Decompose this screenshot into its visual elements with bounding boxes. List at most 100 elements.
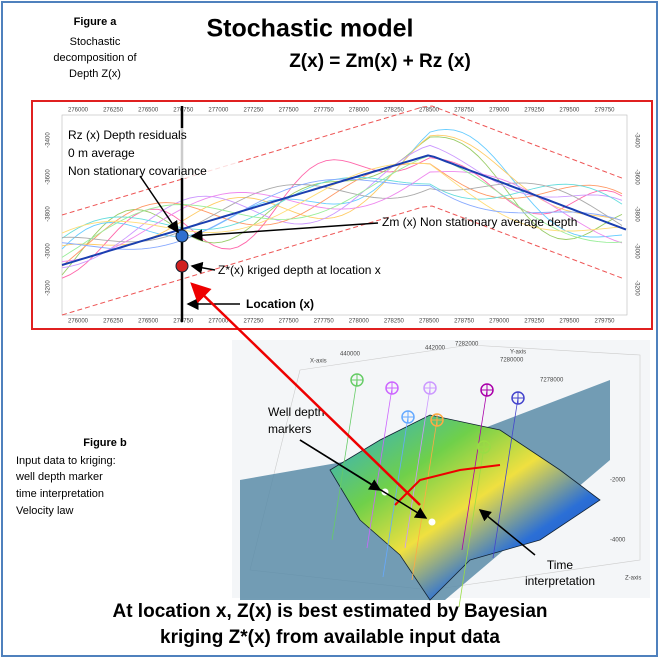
tick-label: 7282000 bbox=[455, 342, 479, 348]
figure-label: Figure a bbox=[74, 16, 118, 28]
x-axis-label: 278000 bbox=[349, 319, 370, 325]
well bbox=[461, 389, 488, 551]
scene: X-axis Y-axis Z-axis 440000 442000 72820… bbox=[232, 340, 650, 608]
footer: kriging Z*(x) from available input data bbox=[160, 627, 500, 648]
realization bbox=[61, 162, 623, 267]
x-axis-label: 276000 bbox=[68, 108, 89, 114]
envelope bbox=[61, 205, 623, 316]
note: 0 m average bbox=[68, 146, 135, 160]
tick-label: 440000 bbox=[340, 352, 361, 358]
envelope bbox=[61, 105, 623, 216]
x-axis-label: 277000 bbox=[208, 319, 229, 325]
y-axis-label: -3800 bbox=[46, 206, 52, 222]
label: Z*(x) kriged depth at location x bbox=[218, 263, 381, 277]
caption: well depth marker bbox=[15, 471, 103, 483]
label: Zm (x) Non stationary average depth bbox=[382, 215, 577, 229]
y-axis-label: -3400 bbox=[46, 132, 52, 148]
x-axis-label: 276250 bbox=[103, 108, 124, 114]
axis-title: Z-axis bbox=[625, 576, 641, 582]
x-axis-label: 279750 bbox=[594, 108, 615, 114]
realizations bbox=[61, 105, 627, 316]
x-axis-label: 278750 bbox=[454, 319, 475, 325]
caption: time interpretation bbox=[16, 488, 104, 500]
x-axis-label: 276750 bbox=[173, 108, 194, 114]
average-point bbox=[175, 229, 189, 243]
y-axis-label: -3800 bbox=[633, 206, 639, 222]
x-axis-label: 279250 bbox=[524, 319, 545, 325]
realization bbox=[61, 171, 623, 263]
realization bbox=[61, 157, 623, 279]
x-axis-label: 277500 bbox=[279, 108, 300, 114]
x-axis-label: 276500 bbox=[138, 319, 159, 325]
realization bbox=[61, 176, 623, 239]
y-axis-label: -3600 bbox=[46, 169, 52, 185]
x-axis-label: 278500 bbox=[419, 108, 440, 114]
well bbox=[366, 387, 393, 549]
x-axis-label: 279250 bbox=[524, 108, 545, 114]
x-axis-label: 277750 bbox=[314, 319, 335, 325]
equation: Z(x) = Zm(x) + Rz (x) bbox=[289, 51, 471, 72]
x-axis-label: 278000 bbox=[349, 108, 370, 114]
label: Well depth bbox=[268, 405, 324, 419]
mean-depth bbox=[61, 154, 627, 266]
x-axis-label: 278250 bbox=[384, 319, 405, 325]
x-axis-label: 277250 bbox=[243, 319, 264, 325]
caption: decomposition of bbox=[53, 52, 137, 64]
caption: Velocity law bbox=[16, 505, 74, 517]
depth-surface bbox=[329, 414, 601, 601]
arrow bbox=[139, 175, 179, 234]
x-axis-label: 277000 bbox=[208, 108, 229, 114]
arrow bbox=[190, 222, 379, 242]
x-axis-label: 277250 bbox=[243, 108, 264, 114]
y-axis-label: -3000 bbox=[46, 243, 52, 259]
well bbox=[404, 387, 431, 549]
well bbox=[458, 446, 485, 608]
tick-label: 7278000 bbox=[540, 378, 564, 384]
y-axis-label: -3200 bbox=[633, 280, 639, 296]
x-axis-label: 278500 bbox=[419, 319, 440, 325]
x-axis-label: 279000 bbox=[489, 319, 510, 325]
tick-label: 442000 bbox=[425, 346, 446, 352]
x-axis-label: 276500 bbox=[138, 108, 159, 114]
x-axis-label: 279500 bbox=[559, 319, 580, 325]
well bbox=[382, 416, 409, 578]
x-axis-label: 278250 bbox=[384, 108, 405, 114]
realization bbox=[61, 182, 623, 243]
well bbox=[492, 397, 519, 559]
arrow bbox=[190, 261, 216, 274]
note: Non stationary covariance bbox=[68, 164, 207, 178]
label: Location (x) bbox=[246, 297, 314, 311]
x-axis-label: 278750 bbox=[454, 108, 475, 114]
well-cross bbox=[351, 374, 363, 386]
x-axis-label: 279500 bbox=[559, 108, 580, 114]
well-cross bbox=[478, 441, 490, 453]
caption: Depth Z(x) bbox=[69, 68, 121, 80]
marker bbox=[428, 518, 436, 526]
x-axis-label: 279000 bbox=[489, 108, 510, 114]
kriged-point bbox=[175, 259, 189, 273]
y-axis-label: -3600 bbox=[633, 169, 639, 185]
label: markers bbox=[268, 422, 311, 436]
axis-title: Y-axis bbox=[510, 350, 526, 356]
x-axis-label: 279750 bbox=[594, 319, 615, 325]
wells bbox=[331, 373, 525, 608]
well-cross bbox=[424, 382, 436, 394]
y-axis-label: -3200 bbox=[46, 280, 52, 296]
well-cross bbox=[386, 382, 398, 394]
well bbox=[331, 379, 358, 541]
well-cross bbox=[402, 411, 414, 423]
label: interpretation bbox=[525, 574, 595, 588]
figure-label: Figure b bbox=[83, 437, 127, 449]
realization bbox=[61, 144, 623, 269]
x-axis-label: 277500 bbox=[279, 319, 300, 325]
tick-label: -2000 bbox=[610, 478, 626, 484]
arrow bbox=[299, 439, 428, 519]
y-axis-label: -3000 bbox=[633, 243, 639, 259]
x-axis-label: 276750 bbox=[173, 319, 194, 325]
well-cross bbox=[512, 392, 524, 404]
caption: Input data to kriging: bbox=[16, 455, 116, 467]
axis-labels: 276000 276000 276250 276250 276500 276500 2767… bbox=[46, 108, 640, 325]
well-cross bbox=[431, 414, 443, 426]
footer: At location x, Z(x) is best estimated by… bbox=[112, 601, 547, 622]
